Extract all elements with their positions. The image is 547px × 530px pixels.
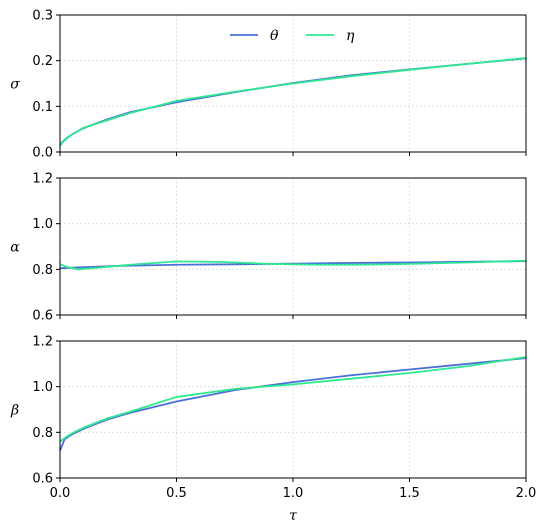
y-tick-label: 0.6 xyxy=(32,309,53,324)
legend-label: η xyxy=(346,28,355,44)
y-tick-label: 0.3 xyxy=(32,9,53,24)
x-tick-label: 0.5 xyxy=(166,486,187,501)
y-tick-label: 0.8 xyxy=(32,263,53,278)
panel-1: 0.0 0.1 0.2 0.3 σ xyxy=(10,9,527,161)
x-tick-label: 1.0 xyxy=(283,486,304,501)
x-axis-label: τ xyxy=(289,508,297,524)
y-axis-label: β xyxy=(10,403,19,419)
y-tick-label: 1.2 xyxy=(32,335,53,350)
series-line-η xyxy=(59,57,527,147)
y-tick-label: 0.2 xyxy=(32,54,53,69)
y-tick-label: 1.0 xyxy=(32,380,53,395)
y-tick-label: 0.8 xyxy=(32,426,53,441)
series-line-θ xyxy=(59,357,527,451)
legend-label: θ xyxy=(270,28,279,44)
y-tick-label: 0.0 xyxy=(32,146,53,161)
series-line-η xyxy=(59,259,527,271)
chart-panels: 0.00.10.20.3σ0.60.81.01.2α0.60.81.01.20.… xyxy=(10,9,536,502)
x-tick-label: 2.0 xyxy=(516,486,537,501)
y-tick-label: 1.0 xyxy=(32,217,53,232)
x-tick-label: 0.0 xyxy=(50,486,71,501)
y-tick-label: 0.6 xyxy=(32,472,53,487)
y-axis-label: σ xyxy=(10,77,20,93)
y-tick-label: 0.1 xyxy=(32,100,53,115)
series-line-η xyxy=(59,356,527,443)
panel-3: 0.6 0.8 1.0 1.2 0.0 0.5 1.0 1.5 2.0 β xyxy=(10,335,536,502)
panel-2: 0.6 0.8 1.0 1.2 α xyxy=(10,172,527,324)
x-tick-label: 1.5 xyxy=(399,486,420,501)
y-tick-label: 1.2 xyxy=(32,172,53,187)
y-axis-label: α xyxy=(10,240,20,256)
